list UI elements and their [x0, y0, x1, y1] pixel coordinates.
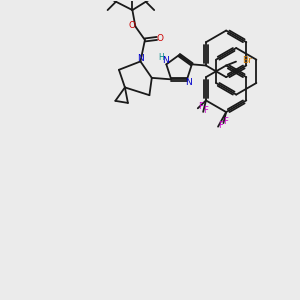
Text: H: H [158, 53, 164, 62]
Text: O: O [157, 34, 164, 43]
Text: F: F [198, 102, 203, 111]
Text: O: O [128, 21, 135, 30]
Text: N: N [185, 78, 192, 87]
Text: F: F [224, 117, 228, 126]
Text: N: N [162, 56, 169, 65]
Text: N: N [137, 54, 144, 63]
Text: F: F [218, 121, 223, 130]
Text: Br: Br [242, 56, 252, 64]
Text: F: F [203, 106, 208, 115]
